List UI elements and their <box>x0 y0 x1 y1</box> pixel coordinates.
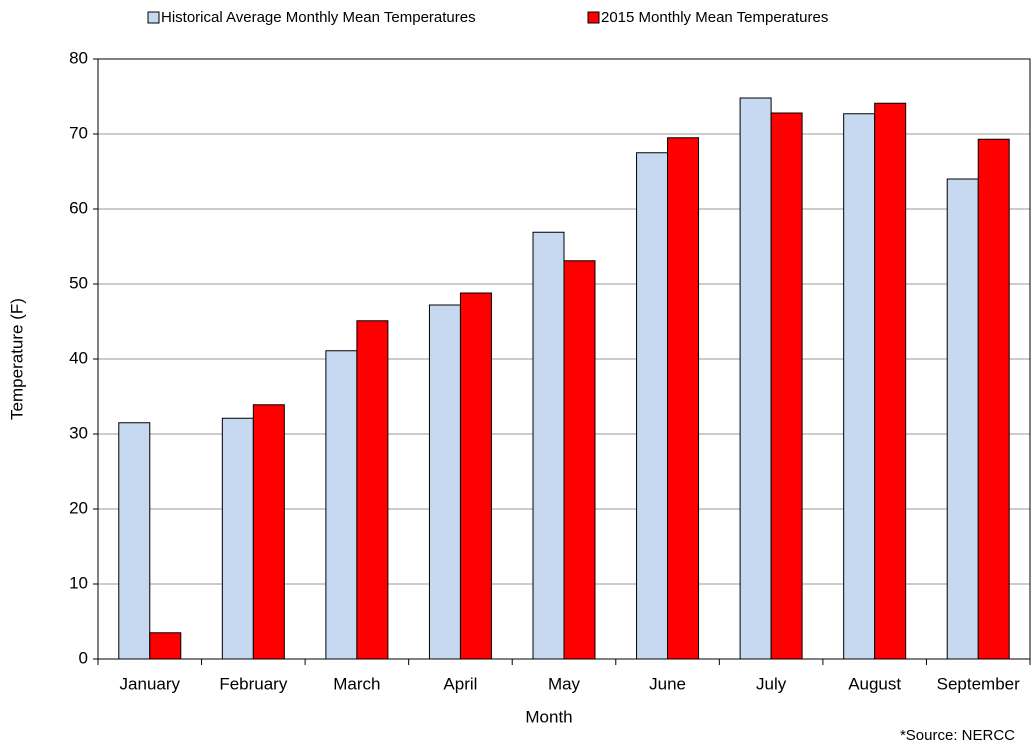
bar <box>563 260 596 660</box>
bar <box>252 404 285 660</box>
bar <box>739 97 772 660</box>
y-tick-label: 40 <box>69 348 88 367</box>
bar <box>459 292 492 660</box>
x-tick-label: May <box>548 674 581 693</box>
bar <box>977 138 1010 660</box>
y-tick-label: 70 <box>69 123 88 142</box>
bar <box>532 231 565 660</box>
bar <box>946 178 979 660</box>
bar <box>325 350 358 660</box>
bar <box>667 137 700 660</box>
x-tick-label: March <box>333 674 380 693</box>
x-tick-label: June <box>649 674 686 693</box>
legend-label: 2015 Monthly Mean Temperatures <box>601 9 828 26</box>
bar <box>770 112 803 660</box>
bar <box>356 320 389 660</box>
bar <box>221 417 254 660</box>
y-tick-label: 30 <box>69 423 88 442</box>
bar <box>428 304 461 660</box>
y-axis-title: Temperature (F) <box>7 298 26 420</box>
y-tick-label: 80 <box>69 48 88 67</box>
source-note: *Source: NERCC <box>900 727 1015 744</box>
y-tick-label: 60 <box>69 198 88 217</box>
y-tick-label: 0 <box>79 648 88 667</box>
legend-swatch <box>147 11 160 24</box>
y-tick-label: 50 <box>69 273 88 292</box>
legend-label: Historical Average Monthly Mean Temperat… <box>161 9 476 26</box>
x-axis-title: Month <box>525 707 572 726</box>
y-tick-label: 10 <box>69 573 88 592</box>
x-tick-label: August <box>848 674 901 693</box>
bar <box>118 422 151 660</box>
x-tick-label: April <box>443 674 477 693</box>
x-tick-label: September <box>937 674 1020 693</box>
bar <box>636 152 669 660</box>
bar <box>149 632 182 660</box>
x-tick-label: July <box>756 674 787 693</box>
bar <box>874 102 907 660</box>
x-tick-label: January <box>120 674 181 693</box>
x-tick-label: February <box>219 674 288 693</box>
y-tick-label: 20 <box>69 498 88 517</box>
legend-swatch <box>587 11 600 24</box>
bar <box>843 113 876 660</box>
